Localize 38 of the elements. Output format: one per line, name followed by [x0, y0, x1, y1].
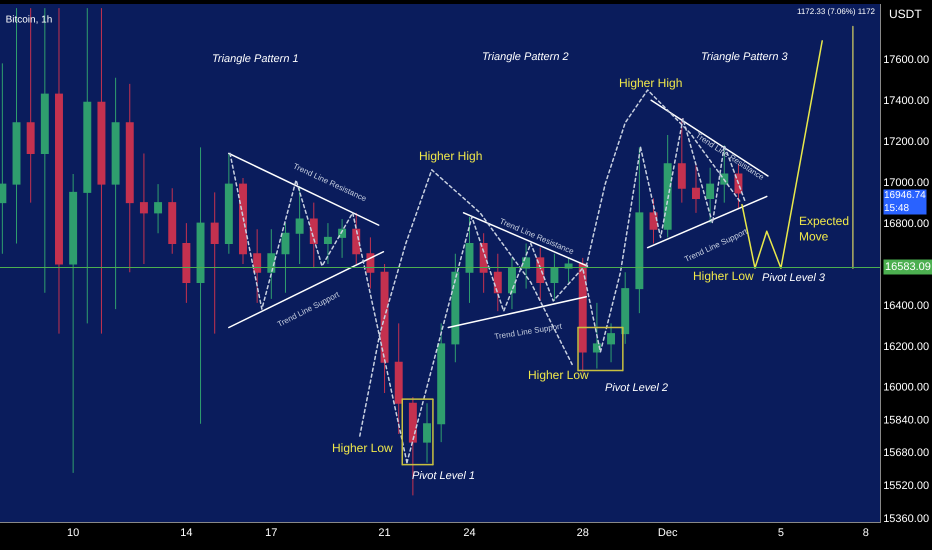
y-axis-title: USDT [889, 7, 922, 21]
y-tick-label: 17600.00 [883, 54, 930, 66]
x-tick-label: 14 [180, 527, 193, 540]
y-tick-label: 16400.00 [883, 300, 930, 312]
x-tick-label: 17 [265, 527, 278, 540]
annotation: Trend Line Support [494, 322, 564, 342]
y-tick-label: 17200.00 [883, 136, 930, 148]
annotation: Higher Low [332, 441, 394, 455]
y-tick-label: 15840.00 [883, 414, 930, 426]
y-tick-label: 15360.00 [883, 512, 930, 525]
ref-line-label: 16583.09 [885, 261, 931, 273]
annotation: Pivot Level 2 [605, 382, 668, 394]
x-tick-label: 5 [778, 527, 784, 540]
y-tick-label: 16800.00 [883, 218, 930, 230]
x-tick-label: 21 [378, 527, 391, 540]
x-tick-label: 24 [463, 527, 476, 540]
text: 16946.74 [884, 190, 926, 201]
annotation: Pivot Level 3 [762, 272, 826, 284]
annotation: Higher High [619, 76, 682, 90]
x-tick-label: 10 [67, 527, 80, 540]
y-tick-label: 16000.00 [883, 382, 930, 394]
x-tick-label: Dec [658, 527, 678, 540]
y-tick-label: 15520.00 [883, 480, 930, 492]
annotation: Higher Low [693, 269, 754, 283]
annotation: Triangle Pattern 3 [701, 51, 788, 63]
y-tick-label: 16200.00 [883, 340, 930, 353]
annotation: Higher Low [528, 368, 590, 382]
x-tick-label: 8 [862, 527, 869, 540]
annotation: Higher High [419, 149, 482, 163]
annotation: Triangle Pattern 1 [212, 53, 299, 65]
text: 15:48 [884, 203, 910, 214]
annotation: Expected Move [799, 214, 850, 244]
y-tick-label: 17000.00 [883, 176, 930, 189]
y-tick-label: 17400.00 [883, 95, 930, 108]
annotation: Triangle Pattern 2 [482, 51, 569, 63]
annotation: 1172.33 (7.06%) 1172 [797, 7, 876, 16]
y-tick-label: 15680.00 [883, 447, 930, 460]
x-tick-label: 28 [576, 527, 589, 540]
